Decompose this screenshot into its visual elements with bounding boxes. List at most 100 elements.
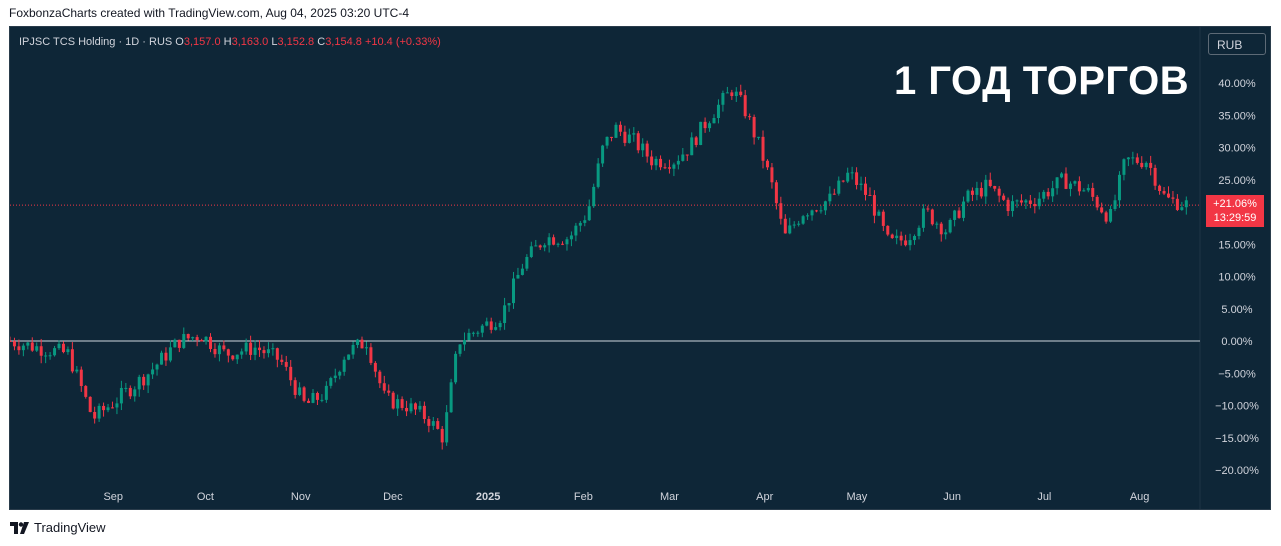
candle-body: [685, 154, 689, 156]
candle-body: [209, 336, 213, 349]
candle-body: [409, 403, 413, 412]
candle-body: [1104, 212, 1108, 222]
candle-body: [53, 348, 57, 356]
candle-body: [17, 346, 21, 351]
candle-body: [454, 353, 458, 383]
candle-body: [694, 137, 698, 145]
x-tick-label: Jul: [1037, 491, 1051, 503]
candlestick-chart[interactable]: −20.00% −15.00% −10.00% −5.00% 0.00% 5.00% 10.…: [10, 27, 1270, 509]
candle-body: [102, 405, 106, 411]
chart-title: 1 ГОД ТОРГОВ: [894, 59, 1190, 103]
close-label: C: [317, 36, 326, 48]
candle-body: [1091, 188, 1095, 197]
candle-body: [997, 188, 1001, 196]
candle-body: [119, 387, 123, 404]
candle-body: [382, 383, 386, 391]
symbol-name[interactable]: IPJSC TCS Holding · 1D · RUS: [19, 36, 173, 48]
candle-body: [1011, 201, 1015, 212]
candle-body: [240, 351, 244, 355]
candle-body: [249, 342, 253, 355]
candle-body: [743, 95, 747, 117]
candle-body: [939, 223, 943, 235]
candle-body: [610, 136, 614, 138]
candle-body: [1184, 200, 1188, 208]
candle-body: [378, 371, 382, 384]
candle-body: [173, 339, 177, 348]
candle-body: [356, 339, 360, 345]
candle-body: [1153, 167, 1157, 186]
candle-body: [1082, 190, 1086, 192]
candle-body: [748, 116, 752, 118]
y-tick-label: −10.00%: [1215, 401, 1259, 413]
candle-body: [1162, 191, 1166, 194]
candle-body: [837, 180, 841, 194]
candle-body: [235, 354, 239, 360]
high-value: 3,163.0: [231, 36, 269, 48]
candle-body: [391, 392, 395, 409]
candle-body: [962, 201, 966, 218]
candle-body: [970, 190, 974, 195]
candle-body: [400, 399, 404, 408]
candle-body: [440, 428, 444, 443]
candle-body: [61, 343, 65, 353]
candle-body: [10, 341, 12, 342]
candle-body: [507, 303, 511, 306]
chart-panel[interactable]: −20.00% −15.00% −10.00% −5.00% 0.00% 5.00% 10.…: [9, 26, 1271, 510]
candle-body: [315, 393, 319, 400]
candle-body: [75, 369, 79, 372]
candle-body: [587, 206, 591, 221]
candle-body: [681, 154, 685, 161]
candle-body: [186, 334, 190, 339]
candle-body: [819, 210, 823, 212]
candle-body: [783, 218, 787, 234]
candle-body: [445, 412, 449, 443]
candle-body: [1131, 157, 1135, 159]
candle-body: [663, 167, 667, 169]
candle-body: [765, 160, 769, 168]
candle-body: [636, 133, 640, 151]
candle-body: [151, 369, 155, 375]
candle-body: [618, 124, 622, 132]
candle-body: [752, 116, 756, 138]
tradingview-logo-icon[interactable]: [10, 521, 30, 534]
candle-body: [449, 382, 453, 413]
candle-body: [462, 340, 466, 345]
currency-button[interactable]: RUB: [1208, 33, 1266, 55]
candle-body: [574, 225, 578, 236]
candle-body: [422, 405, 426, 420]
candle-body: [418, 405, 422, 410]
candle-body: [561, 243, 565, 245]
candle-body: [877, 211, 881, 216]
candle-body: [338, 371, 342, 376]
candle-body: [217, 345, 221, 355]
candle-body: [405, 407, 409, 412]
x-tick-label: Oct: [197, 491, 214, 503]
candle-body: [792, 224, 796, 226]
footer: TradingView: [10, 520, 106, 535]
candle-body: [627, 134, 631, 143]
x-tick-label: Sep: [103, 491, 123, 503]
x-tick-label: Aug: [1130, 491, 1150, 503]
candle-body: [654, 158, 658, 166]
candle-body: [320, 399, 324, 401]
footer-brand[interactable]: TradingView: [34, 520, 106, 535]
candle-body: [347, 354, 351, 360]
change-value: +10.4 (+0.33%): [364, 36, 441, 48]
candle-body: [458, 344, 462, 354]
candle-body: [1166, 193, 1170, 198]
candle-body: [168, 347, 172, 361]
x-tick-label: 2025: [476, 491, 500, 503]
candle-body: [79, 369, 83, 387]
candle-body: [333, 375, 337, 379]
y-tick-label: −15.00%: [1215, 433, 1259, 445]
candle-body: [1122, 159, 1126, 175]
candle-body: [761, 136, 765, 161]
last-price-percent: +21.06%: [1213, 198, 1257, 210]
candle-body: [930, 209, 934, 225]
candle-body: [35, 346, 39, 351]
candle-body: [115, 403, 119, 408]
candle-body: [716, 104, 720, 119]
candle-body: [1109, 208, 1113, 222]
candle-body: [895, 235, 899, 239]
candle-body: [1095, 196, 1099, 208]
